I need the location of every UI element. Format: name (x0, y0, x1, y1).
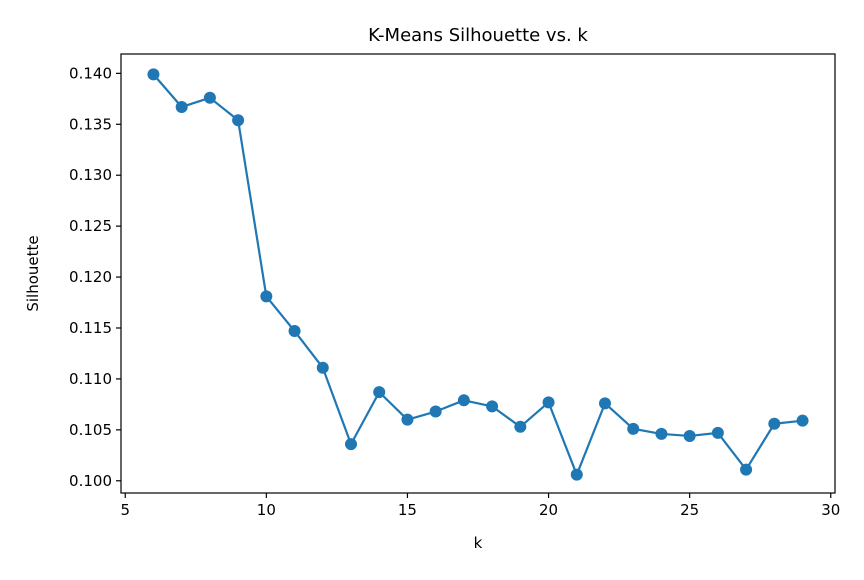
y-tick-label: 0.120 (69, 268, 112, 286)
x-tick-label: 30 (821, 501, 840, 519)
data-point (175, 100, 188, 113)
y-tick-label: 0.110 (69, 370, 112, 388)
ticks-layer: 5 10 15 20 25 30 0.100 0.105 0.110 0.115 0.120 0.12… (69, 64, 840, 519)
chart-title: K-Means Silhouette vs. k (368, 25, 588, 46)
data-point (711, 426, 724, 439)
x-tick-label: 10 (257, 501, 276, 519)
data-point (147, 68, 160, 81)
series-layer (147, 68, 809, 481)
data-point (740, 463, 753, 476)
data-point (683, 429, 696, 442)
data-point (288, 325, 301, 338)
x-tick-label: 25 (680, 501, 699, 519)
y-tick-label: 0.135 (69, 115, 112, 133)
series-line (152, 73, 803, 476)
data-point (232, 114, 245, 127)
y-tick-label: 0.125 (69, 217, 112, 235)
data-point (514, 420, 527, 433)
data-point (457, 394, 470, 407)
data-point (796, 414, 809, 427)
data-point (768, 417, 781, 430)
data-point (542, 396, 555, 409)
plot-area-border (120, 53, 836, 494)
data-point (203, 91, 216, 104)
data-point (373, 386, 386, 399)
data-point (486, 400, 499, 413)
data-point (570, 468, 583, 481)
data-point (260, 290, 273, 303)
data-point (401, 413, 414, 426)
x-axis-label: k (474, 534, 483, 552)
y-tick-label: 0.140 (69, 64, 112, 82)
y-tick-label: 0.130 (69, 166, 112, 184)
x-tick-label: 20 (539, 501, 558, 519)
axes-frame (120, 53, 836, 494)
data-point (345, 438, 358, 451)
y-tick-label: 0.115 (69, 319, 112, 337)
y-tick-label: 0.105 (69, 421, 112, 439)
data-point (655, 427, 668, 440)
data-point (598, 397, 611, 410)
data-point (627, 422, 640, 435)
x-tick-label: 5 (120, 501, 130, 519)
y-axis-label: Silhouette (24, 235, 42, 311)
data-point (316, 361, 329, 374)
y-tick-label: 0.100 (69, 472, 112, 490)
x-tick-label: 15 (398, 501, 417, 519)
data-point (429, 405, 442, 418)
